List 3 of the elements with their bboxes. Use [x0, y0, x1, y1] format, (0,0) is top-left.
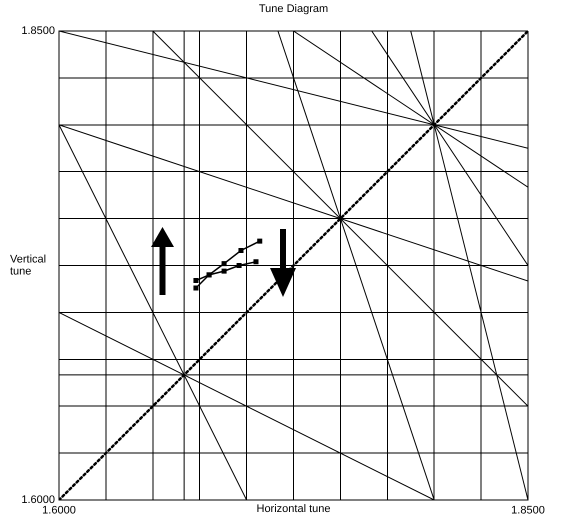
chart-title: Tune Diagram: [258, 3, 328, 16]
x-axis-title: Horizontal tune: [256, 503, 330, 516]
y-axis-title: Vertical tune: [10, 254, 46, 278]
